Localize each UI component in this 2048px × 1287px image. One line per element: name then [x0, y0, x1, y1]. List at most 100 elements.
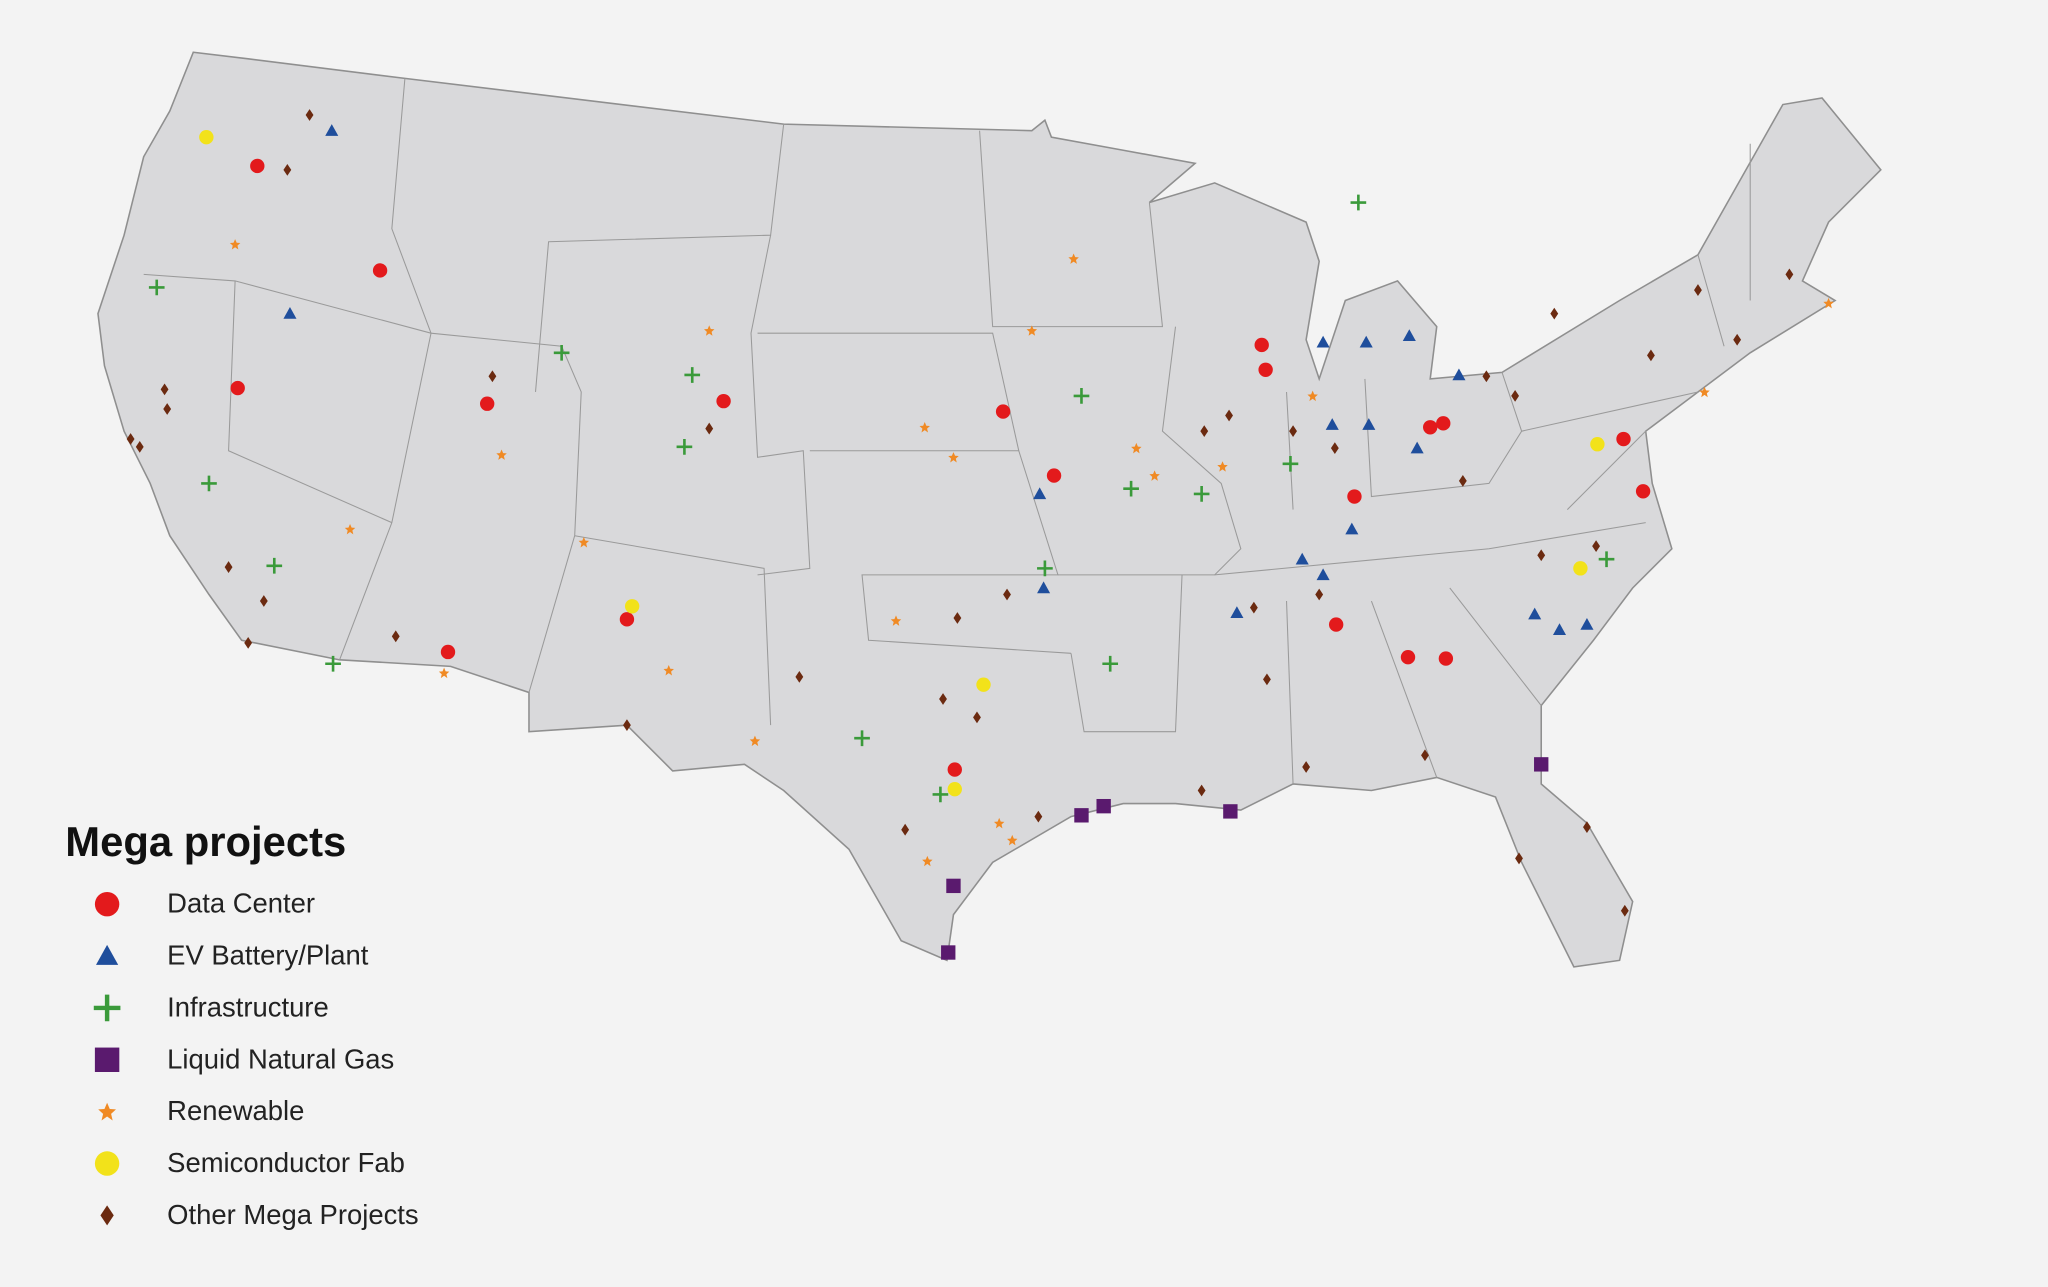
ev-battery-marker	[1402, 329, 1416, 342]
ev-battery-marker	[1033, 487, 1047, 500]
other-marker	[1458, 474, 1467, 487]
ev-battery-marker	[1362, 418, 1376, 430]
data-center-marker	[619, 612, 635, 627]
other-marker	[259, 595, 268, 607]
data-center-marker	[250, 158, 265, 174]
other-marker	[1583, 821, 1591, 833]
other-marker	[163, 403, 172, 415]
renewable-marker	[890, 615, 902, 626]
data-center-marker	[480, 396, 495, 411]
infrastructure-marker	[325, 655, 341, 672]
legend-label: EV Battery/Plant	[167, 940, 369, 971]
other-marker	[100, 1205, 114, 1226]
infrastructure-marker	[1102, 655, 1119, 672]
semiconductor-marker	[1573, 561, 1588, 576]
renewable-marker	[344, 523, 356, 535]
infrastructure-marker	[1282, 456, 1299, 472]
other-marker	[1785, 268, 1794, 281]
lng-marker	[1096, 798, 1111, 814]
other-marker	[1620, 904, 1629, 917]
other-marker	[953, 612, 962, 624]
renewable-marker	[919, 422, 930, 433]
renewable-marker	[663, 665, 674, 676]
lng-marker	[1074, 808, 1089, 823]
data-center-marker	[947, 762, 962, 777]
renewable-marker	[1068, 253, 1079, 264]
infrastructure-marker	[1598, 551, 1615, 568]
data-center-marker	[440, 644, 456, 660]
other-marker	[939, 693, 947, 705]
infrastructure-marker	[676, 439, 693, 455]
renewable-marker	[496, 449, 507, 460]
renewable-marker	[704, 325, 715, 336]
renewable-marker	[1131, 442, 1142, 454]
semiconductor-marker	[1590, 437, 1605, 452]
renewable-marker	[1823, 297, 1834, 309]
other-marker	[1315, 588, 1324, 601]
other-marker	[1034, 810, 1043, 823]
data-center-marker	[1400, 650, 1416, 665]
renewable-marker	[922, 855, 933, 867]
ev-battery-marker	[1345, 522, 1359, 535]
other-marker	[1421, 749, 1429, 762]
other-marker	[126, 433, 135, 445]
renewable-marker	[1026, 325, 1038, 336]
renewable-marker	[1217, 461, 1228, 472]
ev-battery-marker	[325, 124, 339, 136]
other-marker	[1482, 370, 1491, 383]
infrastructure-marker	[684, 367, 701, 383]
data-center-marker	[1254, 337, 1269, 353]
ev-battery-marker	[1410, 441, 1424, 454]
us-outline	[97, 51, 1882, 968]
legend-label: Renewable	[167, 1095, 304, 1126]
legend-label: Infrastructure	[167, 991, 329, 1022]
ev-battery-marker	[1316, 335, 1330, 348]
ev-battery-marker	[1037, 581, 1051, 594]
data-center-marker	[230, 380, 245, 396]
data-center-marker	[1328, 617, 1344, 632]
legend-label: Data Center	[167, 888, 315, 919]
ev-battery-marker	[1230, 606, 1244, 619]
data-center-marker	[1347, 489, 1362, 504]
other-marker	[1511, 390, 1520, 402]
lng-marker	[94, 1047, 120, 1072]
data-center-marker	[1436, 416, 1451, 431]
other-marker	[1550, 307, 1559, 320]
infrastructure-marker	[1037, 560, 1053, 577]
other-marker	[244, 636, 253, 649]
ev-battery-marker	[1295, 552, 1309, 565]
infrastructure-marker	[1350, 194, 1367, 211]
renewable-marker	[438, 667, 450, 679]
data-center-marker	[716, 393, 731, 409]
data-center-marker	[1438, 651, 1454, 666]
data-center-marker	[1635, 484, 1651, 499]
lng-marker	[946, 878, 961, 894]
other-marker	[160, 383, 169, 396]
other-marker	[1003, 588, 1011, 601]
data-center-marker	[1616, 431, 1631, 447]
semiconductor-marker	[94, 1151, 120, 1176]
ev-battery-marker	[1316, 568, 1330, 581]
renewable-marker	[1307, 390, 1318, 402]
infrastructure-marker	[932, 786, 949, 803]
ev-battery-marker	[283, 307, 297, 319]
lng-marker	[1534, 757, 1549, 772]
ev-battery-marker	[1552, 623, 1567, 636]
renewable-marker	[578, 537, 590, 548]
infrastructure-marker	[201, 475, 217, 492]
infrastructure-marker	[854, 730, 870, 747]
renewable-marker	[1699, 386, 1710, 398]
other-marker	[1733, 333, 1742, 346]
other-marker	[1249, 601, 1258, 614]
ev-battery-marker	[1580, 618, 1594, 630]
ev-battery-marker	[1325, 418, 1339, 430]
renewable-marker	[229, 239, 241, 250]
data-center-marker	[1423, 420, 1438, 435]
legend-label: Other Mega Projects	[167, 1199, 418, 1230]
legend-title: Mega projects	[65, 818, 346, 865]
data-center-marker	[372, 263, 388, 278]
renewable-marker	[1149, 470, 1160, 481]
other-marker	[1330, 442, 1339, 455]
semiconductor-marker	[624, 599, 640, 614]
